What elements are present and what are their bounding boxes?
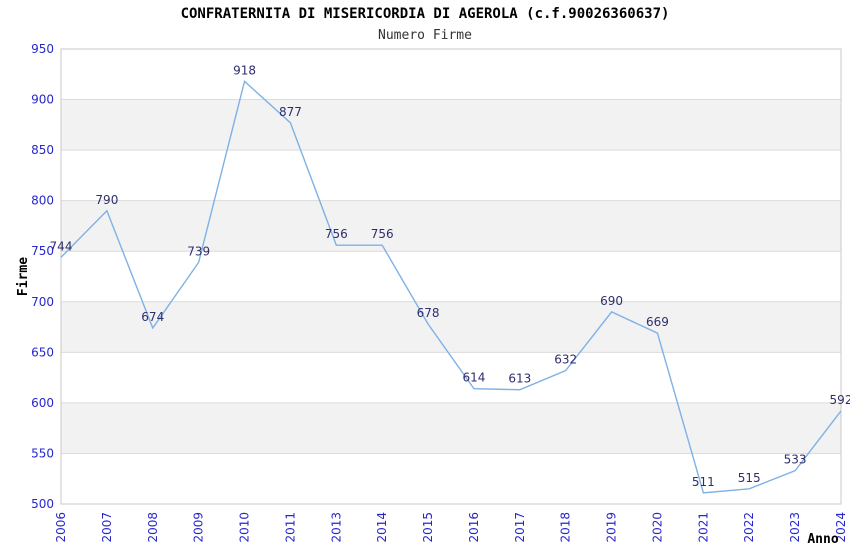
plot-border [60,48,842,505]
y-tick-label: 500 [31,497,54,511]
data-point-label: 614 [462,371,485,385]
x-tick-label: 2011 [283,512,297,543]
x-tick-label: 2021 [696,512,710,543]
x-tick-label: 2022 [742,512,756,543]
data-point-label: 592 [830,393,850,407]
plot-band [61,453,841,504]
data-point-label: 756 [371,227,394,241]
y-tick-label: 550 [31,446,54,460]
x-tick-label: 2006 [54,512,68,543]
x-tick-label: 2023 [788,512,802,543]
data-point-label: 632 [554,353,577,367]
y-tick-label: 800 [31,194,54,208]
y-tick-label: 600 [31,396,54,410]
x-tick-label: 2015 [421,512,435,543]
data-point-label: 533 [784,453,807,467]
x-tick-label: 2013 [329,512,343,543]
data-point-label: 739 [187,244,210,258]
y-tick-label: 900 [31,93,54,107]
x-tick-label: 2017 [513,512,527,543]
y-axis-title: Firme [16,257,31,296]
plot-band [61,49,841,100]
plot-band [61,99,841,151]
x-tick-label: 2014 [375,512,389,543]
data-point-label: 613 [508,372,531,386]
plot-band [61,352,841,403]
data-point-label: 511 [692,475,715,489]
x-axis-title: Anno [807,532,838,547]
x-tick-label: 2019 [605,512,619,543]
plot-band [61,150,841,201]
data-point-label: 877 [279,105,302,119]
data-point-label: 674 [141,310,164,324]
x-tick-label: 2010 [238,512,252,543]
x-tick-label: 2007 [100,512,114,543]
x-tick-label: 2008 [146,512,160,543]
chart-title: CONFRATERNITA DI MISERICORDIA DI AGEROLA… [180,6,670,22]
plot-band [61,402,841,454]
x-tick-label: 2018 [559,512,573,543]
x-tick-label: 2020 [650,512,664,543]
data-point-label: 918 [233,63,256,77]
data-point-label: 756 [325,227,348,241]
data-point-label: 669 [646,315,669,329]
plot-band [61,200,841,252]
y-tick-label: 850 [31,143,54,157]
data-line [60,80,842,494]
x-tick-label: 2016 [467,512,481,543]
plot-band [61,301,841,353]
data-point-label: 790 [95,193,118,207]
y-tick-label: 700 [31,295,54,309]
x-tick-label: 2009 [192,512,206,543]
x-tick-label: 2024 [834,512,848,543]
data-point-label: 690 [600,294,623,308]
chart-subtitle: Numero Firme [378,28,472,43]
plot-band [61,251,841,302]
data-point-label: 678 [417,306,440,320]
y-tick-label: 950 [31,42,54,56]
data-point-label: 515 [738,471,761,485]
data-point-label: 744 [50,239,73,253]
y-tick-label: 750 [31,244,54,258]
y-tick-label: 650 [31,345,54,359]
